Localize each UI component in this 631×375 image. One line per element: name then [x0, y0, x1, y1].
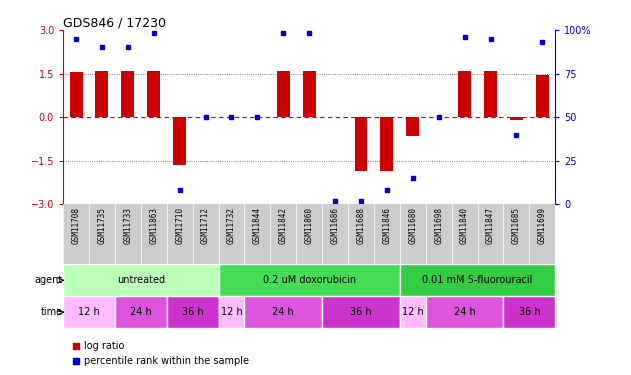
Bar [504, 296, 555, 328]
Text: GSM11712: GSM11712 [201, 207, 210, 245]
Bar [63, 296, 115, 328]
Text: GDS846 / 17230: GDS846 / 17230 [63, 17, 166, 30]
Bar [95, 70, 109, 117]
Bar [406, 117, 419, 136]
Bar [400, 296, 426, 328]
Bar [380, 117, 393, 171]
Text: GSM11860: GSM11860 [305, 207, 314, 245]
Text: untreated: untreated [117, 275, 165, 285]
Bar [303, 70, 316, 117]
Text: 24 h: 24 h [273, 307, 294, 317]
Text: GSM11846: GSM11846 [382, 207, 391, 245]
Text: GSM11699: GSM11699 [538, 207, 547, 245]
Bar [400, 264, 555, 296]
Text: 24 h: 24 h [130, 307, 151, 317]
Text: time: time [41, 307, 63, 317]
Text: 36 h: 36 h [350, 307, 372, 317]
Text: GSM11733: GSM11733 [124, 207, 133, 245]
Text: 0.2 uM doxorubicin: 0.2 uM doxorubicin [262, 275, 356, 285]
Bar [69, 72, 83, 117]
Text: 36 h: 36 h [182, 307, 203, 317]
Text: GSM11842: GSM11842 [279, 207, 288, 245]
Text: GSM11732: GSM11732 [227, 207, 236, 245]
Bar [458, 70, 471, 117]
Bar [484, 70, 497, 117]
Text: GSM11708: GSM11708 [71, 207, 81, 245]
Text: 12 h: 12 h [221, 307, 242, 317]
Text: 12 h: 12 h [402, 307, 423, 317]
Bar [173, 117, 186, 165]
Bar [536, 75, 549, 117]
Bar [147, 70, 160, 117]
Text: GSM11847: GSM11847 [486, 207, 495, 245]
Bar [510, 117, 523, 120]
Bar [426, 296, 504, 328]
Bar [244, 296, 322, 328]
Text: GSM11840: GSM11840 [460, 207, 469, 245]
Text: 36 h: 36 h [519, 307, 540, 317]
Text: GSM11735: GSM11735 [97, 207, 107, 245]
Text: GSM11686: GSM11686 [331, 207, 339, 245]
Text: agent: agent [35, 275, 63, 285]
Text: GSM11844: GSM11844 [253, 207, 262, 245]
Bar [115, 296, 167, 328]
Text: GSM11688: GSM11688 [357, 207, 365, 245]
Bar [322, 296, 400, 328]
Bar [121, 70, 134, 117]
Text: GSM11698: GSM11698 [434, 207, 443, 245]
Text: GSM11680: GSM11680 [408, 207, 417, 245]
Bar [63, 264, 218, 296]
Bar [218, 296, 244, 328]
Bar [218, 264, 400, 296]
Text: 24 h: 24 h [454, 307, 476, 317]
Bar [167, 296, 218, 328]
Text: 12 h: 12 h [78, 307, 100, 317]
Bar [355, 117, 367, 171]
Bar [277, 70, 290, 117]
Text: 0.01 mM 5-fluorouracil: 0.01 mM 5-fluorouracil [422, 275, 533, 285]
Text: GSM11863: GSM11863 [150, 207, 158, 245]
Text: GSM11685: GSM11685 [512, 207, 521, 245]
Legend: log ratio, percentile rank within the sample: log ratio, percentile rank within the sa… [68, 338, 252, 370]
Text: GSM11710: GSM11710 [175, 207, 184, 245]
